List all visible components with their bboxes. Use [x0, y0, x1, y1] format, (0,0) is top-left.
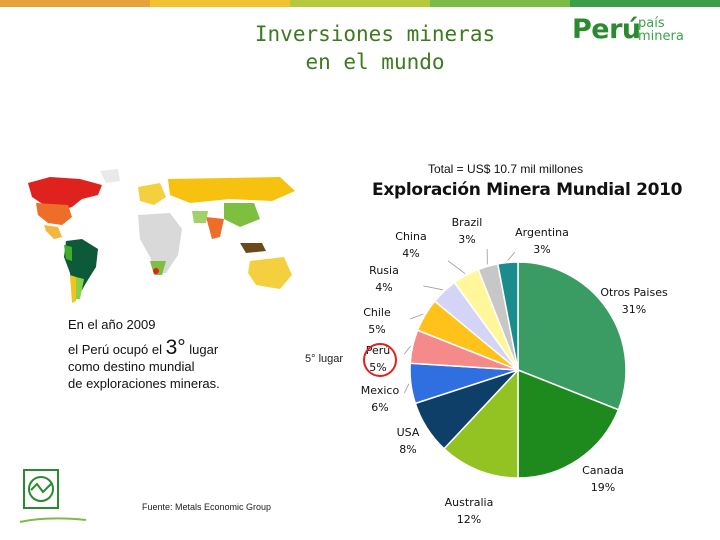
- info-text: En el año 2009 el Perú ocupó el 3° lugar…: [68, 316, 308, 392]
- info-rank: 3°: [165, 336, 186, 359]
- map-indonesia: [240, 243, 266, 253]
- slice-label: Chile: [363, 306, 391, 319]
- title-line-2: en el mundo: [305, 50, 445, 74]
- logo-sub-line-2: minera: [638, 29, 684, 44]
- slice-value-label: 3%: [533, 243, 550, 256]
- pie-slice-argentina: [496, 261, 519, 371]
- map-argentina: [76, 277, 84, 299]
- info-line-4: de exploraciones mineras.: [68, 376, 220, 391]
- logo-swoosh: [19, 517, 87, 523]
- slice-label: China: [395, 230, 426, 243]
- logo-zigzag: [30, 482, 52, 494]
- peru-pais-minero-logo: Perú país minera: [572, 10, 692, 50]
- top-color-bar: [0, 0, 720, 7]
- info-line-3: como destino mundial: [68, 359, 195, 374]
- top-bar-segment: [430, 0, 570, 7]
- map-middle-east: [192, 211, 208, 223]
- map-canada: [28, 177, 102, 211]
- pie-chart: Otros Paises 31% Canada 19% Australia 12% USA 8…: [361, 216, 668, 526]
- slice-label: Australia: [445, 496, 494, 509]
- top-bar-segment: [570, 0, 720, 7]
- slice-value-label: 6%: [371, 401, 388, 414]
- leader-line: [423, 285, 443, 291]
- map-china: [224, 203, 260, 227]
- map-mexico: [44, 225, 62, 239]
- slice-value-label: 5%: [368, 323, 385, 336]
- map-chile: [70, 275, 76, 303]
- top-bar-segment: [290, 0, 430, 7]
- pie-slice-canada: [517, 368, 620, 479]
- slice-value-label: 12%: [457, 513, 481, 526]
- logo-sub-line-1: país: [638, 16, 665, 31]
- map-africa: [138, 213, 182, 275]
- pie-slice-otros-paises: [517, 261, 627, 411]
- source-note: Fuente: Metals Economic Group: [142, 502, 272, 512]
- page-title: Inversiones mineras en el mundo: [200, 20, 550, 76]
- leader-line: [447, 260, 466, 274]
- slice-value-label: 4%: [375, 281, 392, 294]
- map-russia: [168, 177, 295, 203]
- slice-value-label: 31%: [622, 303, 646, 316]
- logo-frame: [23, 469, 59, 509]
- slice-label: Mexico: [361, 384, 400, 397]
- map-india: [206, 217, 224, 239]
- leader-line: [410, 313, 424, 320]
- chart-subtitle: Total = US$ 10.7 mil millones: [428, 162, 584, 176]
- map-marker: [153, 268, 159, 274]
- info-line-2-post: lugar: [185, 342, 219, 357]
- top-bar-segment: [0, 0, 150, 7]
- leader-line: [404, 345, 411, 355]
- title-line-1: Inversiones mineras: [254, 22, 496, 46]
- peru-highlight-circle: [363, 343, 397, 377]
- slice-value-label: 19%: [591, 481, 615, 494]
- slice-label: USA: [397, 426, 420, 439]
- bottom-logo: [19, 469, 87, 523]
- info-line-2-pre: el Perú ocupó el: [68, 342, 166, 357]
- logo-circle: [28, 476, 54, 502]
- chart-title: Exploración Minera Mundial 2010: [372, 180, 683, 200]
- map-europe: [138, 183, 166, 205]
- leader-line: [507, 251, 516, 261]
- slice-value-label: 5%: [369, 361, 386, 374]
- pie-slice-australia: [443, 368, 519, 479]
- slice-label: Otros Paises: [600, 286, 668, 299]
- slice-label: Brazil: [452, 216, 483, 229]
- leader-line: [404, 383, 410, 394]
- top-bar-segment: [150, 0, 290, 7]
- slice-label: Argentina: [515, 226, 569, 239]
- world-map: [10, 165, 310, 315]
- map-australia: [248, 257, 292, 289]
- peru-rank-annotation: 5° lugar: [305, 353, 344, 365]
- map-greenland: [100, 169, 120, 183]
- slice-label: Rusia: [369, 264, 399, 277]
- slice-label: Canada: [582, 464, 624, 477]
- slice-value-label: 4%: [402, 247, 419, 260]
- logo-brand: Perú: [572, 14, 641, 45]
- map-peru: [64, 245, 72, 261]
- slice-value-label: 3%: [458, 233, 475, 246]
- map-usa: [36, 203, 72, 225]
- slice-value-label: 8%: [399, 443, 416, 456]
- info-line-1: En el año 2009: [68, 317, 156, 332]
